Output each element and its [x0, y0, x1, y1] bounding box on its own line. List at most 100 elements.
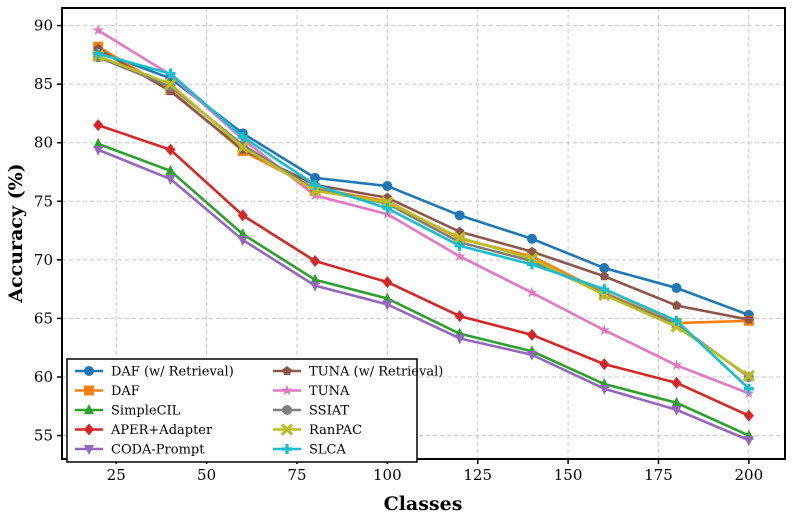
series-line	[97, 148, 750, 442]
data-point	[526, 286, 538, 298]
data-point	[308, 184, 322, 197]
data-point	[93, 48, 104, 59]
legend-entry: SLCA	[273, 443, 346, 458]
series-line	[97, 29, 750, 395]
y-tick-label: 85	[34, 75, 53, 93]
legend-label: DAF	[111, 384, 140, 399]
legend-marker	[282, 405, 292, 415]
x-tick-label: 150	[554, 466, 583, 484]
legend-marker	[280, 423, 294, 436]
legend-entry: TUNA (w/ Retrieval)	[273, 365, 443, 380]
series-0	[93, 46, 754, 320]
legend-marker	[84, 404, 94, 414]
data-point	[310, 179, 321, 190]
legend-marker	[281, 384, 293, 396]
legend-entry: DAF	[75, 384, 140, 399]
data-point	[454, 240, 465, 251]
data-point	[671, 376, 682, 389]
data-point	[599, 263, 610, 274]
data-point	[165, 143, 176, 156]
series-line	[97, 47, 750, 321]
data-point	[92, 24, 104, 36]
data-point	[237, 131, 248, 142]
data-point	[382, 203, 393, 214]
data-point	[671, 405, 682, 416]
y-axis-label: Accuracy (%)	[5, 163, 27, 303]
series-line	[97, 54, 750, 377]
legend-entry: SimpleCIL	[75, 404, 181, 419]
series-line	[97, 50, 750, 317]
data-point	[454, 310, 465, 323]
data-point	[743, 383, 754, 394]
data-point	[93, 137, 104, 148]
series-layer	[92, 24, 755, 447]
data-point	[453, 231, 466, 244]
legend-label: SSIAT	[309, 404, 349, 419]
data-point	[382, 276, 393, 289]
legend-label: TUNA	[309, 384, 350, 399]
data-point	[164, 78, 177, 91]
x-tick-label: 25	[107, 466, 126, 484]
series-4	[93, 145, 754, 447]
series-line	[97, 142, 750, 437]
data-point	[381, 208, 394, 220]
data-point	[671, 396, 682, 407]
data-point	[453, 250, 466, 262]
legend-box	[66, 358, 418, 463]
data-point	[165, 175, 176, 186]
y-tick-label: 75	[34, 192, 53, 210]
legend-marker	[282, 366, 292, 376]
x-tick-label: 100	[373, 466, 402, 484]
y-tick-label: 55	[34, 427, 53, 445]
data-point	[93, 119, 104, 132]
x-tick-label: 75	[287, 466, 306, 484]
legend-label: SimpleCIL	[111, 404, 181, 419]
data-point	[93, 44, 103, 54]
x-tick-label: 50	[197, 466, 216, 484]
data-point	[165, 68, 176, 79]
series-8	[92, 49, 755, 382]
legend-label: DAF (w/ Retrieval)	[111, 365, 234, 380]
x-axis-label: Classes	[384, 493, 463, 515]
x-tick-label: 200	[735, 466, 764, 484]
data-point	[526, 328, 537, 341]
legend-marker	[84, 366, 94, 376]
data-point	[526, 350, 537, 361]
data-point	[382, 300, 393, 311]
data-point	[309, 189, 321, 201]
data-point	[310, 172, 321, 183]
plot-frame	[61, 7, 786, 460]
legend-entry: CODA-Prompt	[75, 443, 205, 458]
data-point	[598, 324, 610, 335]
data-point	[526, 259, 537, 270]
legend-marker	[84, 385, 94, 396]
y-tick-label: 70	[34, 251, 53, 269]
data-point	[236, 141, 249, 154]
x-axis-ticks: 25 50 75 100 125 150 175 200	[107, 459, 763, 484]
series-9	[93, 48, 754, 394]
data-point	[382, 292, 393, 303]
series-3	[93, 119, 754, 422]
legend-label: TUNA (w/ Retrieval)	[309, 365, 443, 380]
data-point	[744, 314, 754, 324]
legend-entry: SSIAT	[273, 404, 349, 419]
data-point	[599, 284, 610, 295]
legend-marker	[84, 423, 94, 436]
data-point	[310, 281, 321, 292]
data-point	[742, 369, 755, 382]
data-point	[237, 235, 248, 246]
legend-label: APER+Adapter	[110, 423, 213, 438]
series-6	[92, 24, 755, 399]
data-point	[381, 196, 394, 209]
data-point	[599, 384, 610, 395]
data-point	[310, 273, 321, 284]
y-tick-label: 60	[34, 368, 53, 386]
data-point	[93, 145, 104, 156]
series-line	[97, 123, 750, 417]
legend-marker	[282, 444, 292, 454]
legend-label: SLCA	[309, 443, 346, 458]
legend: DAF (w/ Retrieval) DAF SimpleCIL APER+Adapt…	[66, 358, 443, 463]
y-tick-label: 80	[34, 134, 53, 152]
data-point	[454, 210, 465, 221]
